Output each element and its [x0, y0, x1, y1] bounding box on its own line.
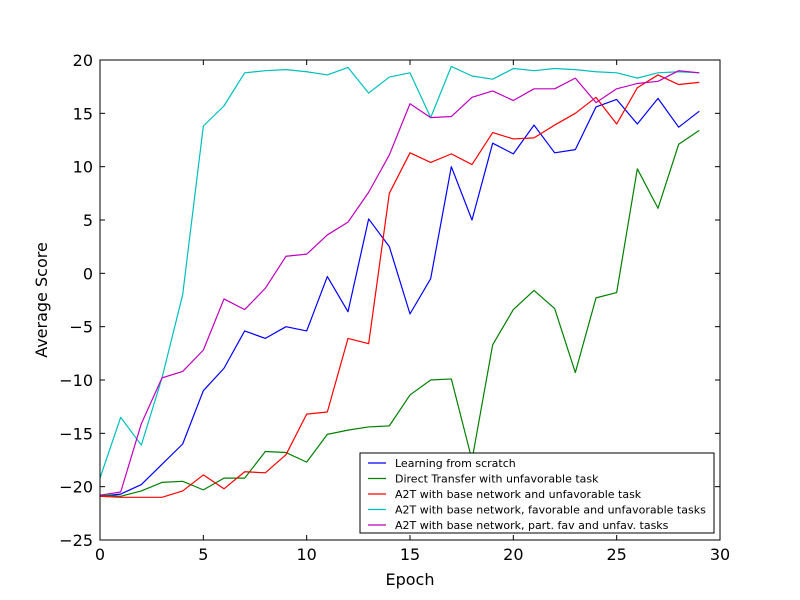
legend-label-1: Learning from scratch	[395, 457, 516, 470]
y-tick-label: 0	[83, 264, 93, 283]
series-line-2	[99, 129, 700, 497]
legend-label-2: Direct Transfer with unfavorable task	[395, 473, 599, 486]
series-line-4	[99, 65, 700, 479]
series-line-3	[99, 74, 700, 498]
y-tick-label: 20	[73, 51, 93, 70]
axis-ticks: 0 5 10 15 20 25 30 −25 −20 −15 −10 −5 0 5 10 15 20	[59, 51, 730, 564]
y-axis-label: Average Score	[32, 242, 51, 358]
x-tick-label: 30	[710, 545, 730, 564]
y-tick-label: 15	[73, 104, 93, 123]
x-tick-label: 0	[95, 545, 105, 564]
series-line-5	[99, 70, 700, 496]
x-tick-label: 20	[503, 545, 523, 564]
y-tick-label: −15	[59, 424, 93, 443]
y-tick-label: 5	[83, 211, 93, 230]
y-tick-label: −25	[59, 531, 93, 550]
x-tick-label: 5	[198, 545, 208, 564]
y-tick-label: −20	[59, 478, 93, 497]
y-tick-label: −10	[59, 371, 93, 390]
y-tick-label: 10	[73, 158, 93, 177]
legend-label-3: A2T with base network and unfavorable ta…	[395, 488, 642, 501]
series-layer	[99, 65, 700, 498]
x-axis-label: Epoch	[386, 570, 435, 589]
legend-box	[359, 452, 715, 534]
y-tick-label: −5	[69, 318, 93, 337]
x-tick-label: 10	[296, 545, 316, 564]
series-line-1	[99, 97, 700, 497]
legend: Learning from scratch Direct Transfer wit…	[359, 452, 715, 534]
x-tick-label: 15	[400, 545, 420, 564]
x-tick-label: 25	[606, 545, 626, 564]
legend-label-5: A2T with base network, part. fav and unf…	[395, 519, 669, 532]
legend-label-4: A2T with base network, favorable and unf…	[395, 504, 706, 517]
